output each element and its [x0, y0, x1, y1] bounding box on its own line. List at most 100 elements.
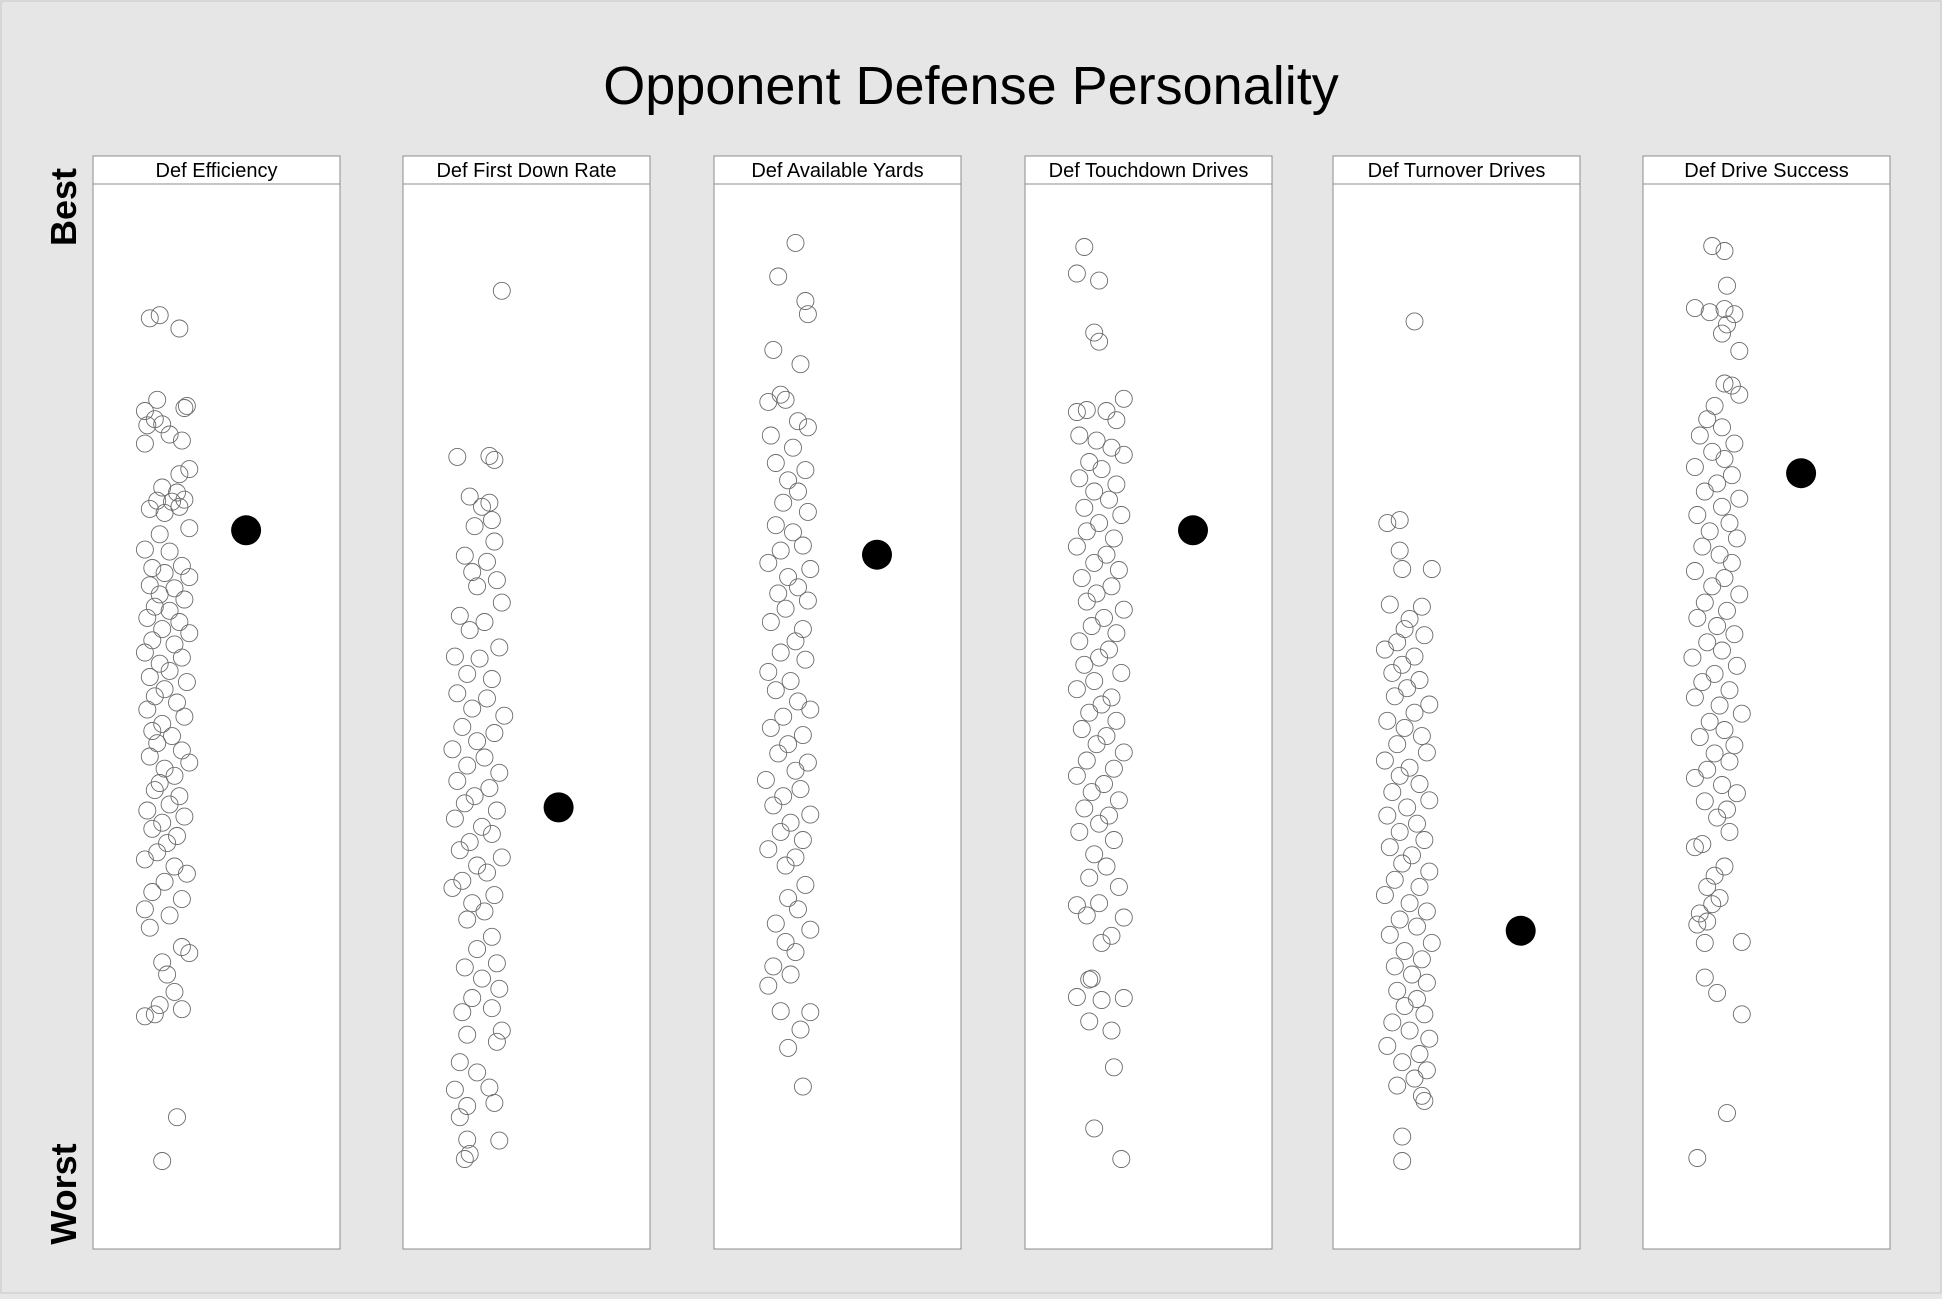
data-point [1112, 663, 1131, 682]
data-point [160, 795, 179, 814]
panel-plot-area [1332, 183, 1581, 1250]
data-point [172, 938, 191, 956]
data-point [1700, 303, 1719, 322]
data-point [1400, 894, 1419, 913]
data-point [135, 1007, 154, 1026]
data-point [138, 416, 157, 435]
data-point [1388, 981, 1407, 1000]
data-point [172, 1000, 191, 1019]
data-point [776, 856, 795, 875]
data-point [487, 801, 506, 820]
data-point [1072, 569, 1091, 588]
data-point [1683, 648, 1702, 667]
data-point [175, 490, 194, 509]
panel-label: Def Available Yards [751, 160, 923, 182]
data-point [478, 552, 496, 571]
data-point [168, 483, 186, 502]
data-point [1727, 656, 1746, 675]
data-point [796, 461, 815, 480]
data-point [140, 309, 159, 328]
data-point [138, 700, 157, 719]
data-point [1685, 838, 1704, 857]
data-point [465, 517, 484, 536]
data-point [1403, 965, 1421, 984]
data-point [769, 267, 788, 286]
data-point [779, 471, 798, 490]
panel-plot-area [92, 183, 341, 1250]
data-point [485, 886, 504, 905]
data-point [1393, 854, 1412, 873]
data-point [1107, 411, 1126, 430]
data-point [1718, 601, 1736, 620]
data-point [492, 848, 511, 867]
data-point [450, 606, 469, 625]
data-point [1685, 768, 1704, 787]
data-point [143, 883, 162, 901]
data-point [1715, 242, 1734, 260]
data-point [1388, 1076, 1407, 1095]
panel-5: Def Turnover Drives [1332, 155, 1581, 1250]
data-point [771, 822, 790, 841]
data-point [1082, 969, 1101, 988]
data-point [450, 841, 469, 860]
data-point [1393, 1053, 1412, 1072]
data-point [480, 779, 499, 798]
data-point [1102, 438, 1121, 457]
data-point [470, 649, 489, 668]
data-point [160, 601, 179, 620]
data-point [1410, 877, 1429, 896]
data-point [1408, 814, 1426, 833]
data-point [1378, 806, 1397, 825]
data-point [153, 813, 172, 832]
data-point [473, 969, 491, 988]
data-point [158, 834, 177, 853]
data-point [1112, 1150, 1131, 1168]
data-point [756, 770, 775, 789]
data-point [1380, 925, 1399, 944]
data-point [1412, 597, 1431, 616]
data-point [1102, 688, 1121, 707]
data-point [1109, 791, 1128, 810]
data-point [1080, 868, 1099, 887]
data-point [1080, 970, 1099, 989]
data-point [143, 559, 162, 577]
data-point [1378, 514, 1397, 533]
data-point [1693, 673, 1712, 692]
data-point [1700, 522, 1719, 541]
data-point [1710, 889, 1729, 908]
data-point [160, 425, 179, 444]
data-point [1107, 475, 1126, 494]
data-point [1693, 537, 1712, 556]
highlight-point [1786, 458, 1817, 489]
data-point [150, 306, 169, 325]
data-point [135, 643, 154, 662]
data-point [1420, 862, 1439, 881]
data-point [463, 989, 482, 1007]
data-point [761, 613, 780, 631]
data-point [786, 233, 805, 252]
data-point [1415, 626, 1434, 645]
data-point [1412, 950, 1431, 969]
data-point [153, 1152, 172, 1170]
data-point [445, 647, 464, 666]
data-point [138, 608, 157, 627]
data-point [769, 584, 788, 603]
highlight-point [231, 515, 262, 546]
data-point [1380, 838, 1399, 857]
data-point [791, 1020, 810, 1039]
data-point [177, 673, 196, 692]
data-point [798, 418, 817, 437]
data-point [1410, 775, 1429, 793]
data-point [468, 1063, 487, 1082]
data-point [458, 1130, 477, 1149]
data-point [1375, 886, 1394, 905]
data-point [1718, 315, 1736, 334]
data-point [463, 699, 482, 718]
data-point [1077, 751, 1096, 770]
data-point [764, 340, 783, 359]
panel-1: Def Efficiency [92, 155, 341, 1250]
data-point [1067, 537, 1086, 556]
data-point [1715, 721, 1734, 739]
data-point [791, 780, 810, 799]
